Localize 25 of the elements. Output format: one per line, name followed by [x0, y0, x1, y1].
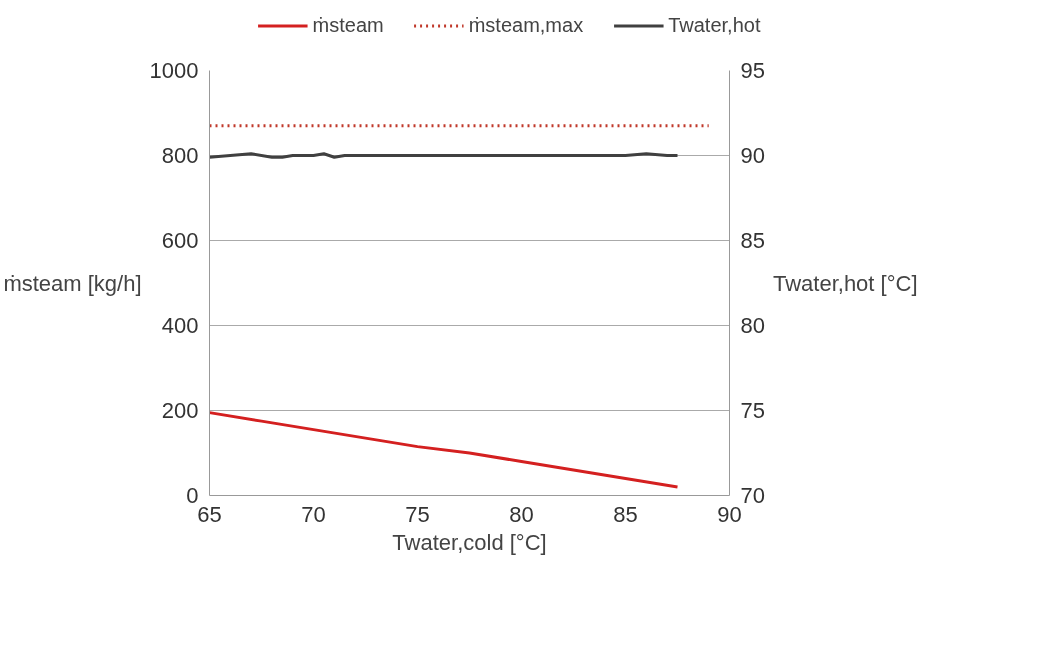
- y-tick-label: 0: [186, 483, 199, 508]
- y2-tick-label: 95: [740, 58, 765, 83]
- x-tick-label: 85: [613, 501, 638, 527]
- y-tick-label: 1000: [149, 58, 199, 83]
- legend-label: ṁsteam,max: [468, 13, 584, 37]
- y2-axis-title: Twater,hot [°C]: [772, 270, 918, 296]
- x-tick-label: 90: [717, 501, 742, 527]
- y-tick-label: 400: [161, 313, 199, 338]
- y2-tick-label: 90: [740, 143, 765, 168]
- x-tick-label: 75: [405, 501, 430, 527]
- y2-tick-label: 75: [740, 398, 765, 423]
- y-tick-label: 200: [161, 398, 199, 423]
- y-tick-label: 600: [161, 228, 199, 253]
- y-tick-label: 800: [161, 143, 199, 168]
- x-tick-label: 80: [509, 501, 534, 527]
- legend-label: Twater,hot: [668, 13, 761, 37]
- y2-tick-label: 85: [740, 228, 765, 253]
- y-axis-title: ṁsteam [kg/h]: [3, 270, 142, 296]
- x-tick-label: 65: [197, 501, 222, 527]
- y2-tick-label: 70: [740, 483, 765, 508]
- y2-tick-label: 80: [740, 313, 765, 338]
- x-tick-label: 70: [301, 501, 326, 527]
- x-axis-title: Twater,cold [°C]: [392, 529, 547, 555]
- line-series: [209, 411, 679, 489]
- legend-label: ṁsteam: [312, 13, 384, 37]
